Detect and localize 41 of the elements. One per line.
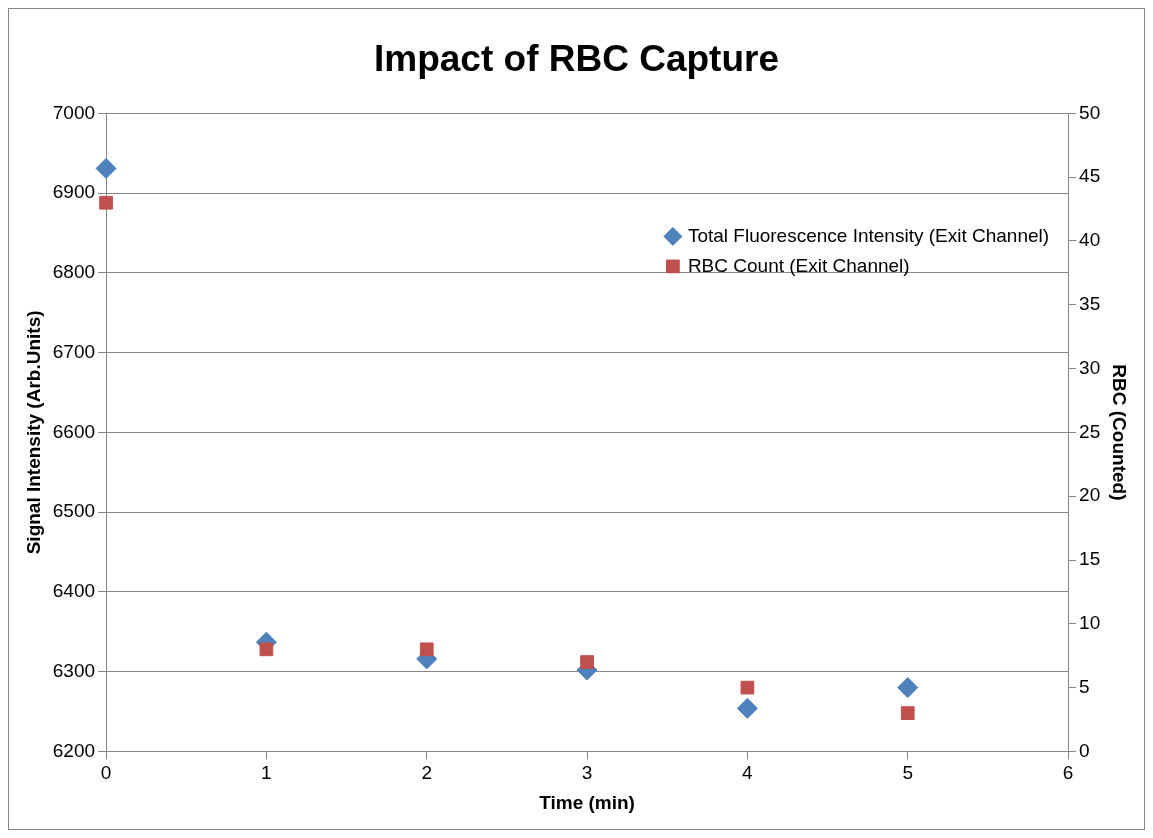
y-axis-title: Signal Intensity (Arb.Units) [22,310,44,555]
x-tick-label: 4 [742,762,754,784]
y2-tick-label: 30 [1079,356,1101,378]
y2-tick-label: 25 [1079,420,1101,442]
y-tick-label: 6600 [52,420,96,442]
point [736,697,758,719]
y-tick-label: 6900 [52,181,96,203]
x-tick-label: 5 [902,762,914,784]
x-tick-label: 1 [261,762,272,784]
point [740,680,755,695]
y-tick-label: 6500 [52,500,96,522]
x-tick-label: 3 [581,762,593,784]
y2-axis-title: RBC (Counted) [1109,364,1131,501]
x-tick-label: 2 [421,762,433,784]
x-tick-label: 6 [1062,762,1074,784]
x-axis-title: Time (min) [539,791,635,813]
y-tick-label: 6300 [52,659,96,681]
point [95,157,117,179]
y-tick-label: 6700 [52,340,96,362]
y2-tick-label: 45 [1079,165,1101,187]
legend-label: RBC Count (Exit Channel) [687,254,910,276]
point [259,642,274,657]
x-tick-label: 0 [100,762,112,784]
y2-tick-label: 50 [1079,101,1101,123]
y-tick-label: 6800 [52,261,96,283]
chart-title: Impact of RBC Capture [374,38,779,80]
y2-tick-label: 35 [1079,293,1101,315]
point [900,706,915,720]
y-tick-label: 6200 [52,739,96,761]
point [580,655,594,669]
y2-tick-label: 15 [1079,548,1101,570]
y2-tick-label: 5 [1079,675,1090,697]
y-tick-label: 6400 [52,580,96,602]
y-tick-label: 7000 [52,101,96,123]
legend-label: Total Fluorescence Intensity (Exit Channel) [687,224,1050,246]
y2-tick-label: 20 [1079,484,1101,506]
y2-tick-label: 0 [1079,739,1090,761]
point [897,677,919,699]
point [419,642,434,657]
y2-tick-label: 40 [1079,229,1101,251]
y2-tick-label: 10 [1079,612,1101,634]
